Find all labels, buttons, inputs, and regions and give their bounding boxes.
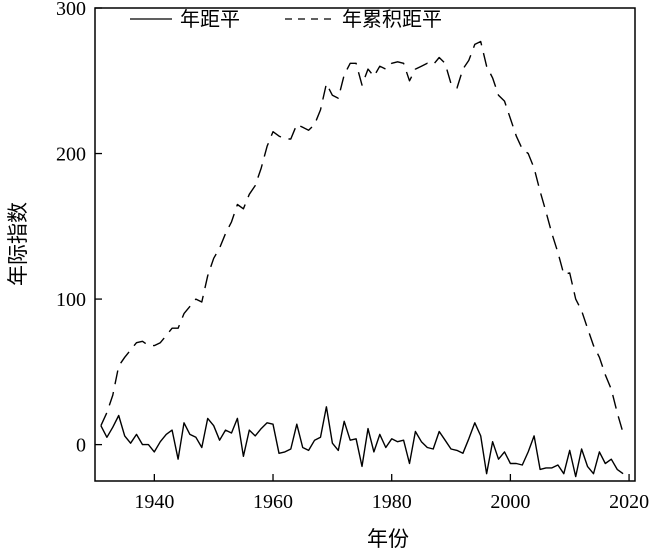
series-line-cumulative-anomaly: [100, 40, 624, 434]
y-tick-label: 200: [56, 144, 86, 166]
x-tick-label: 2020: [609, 491, 649, 513]
y-tick-label: 100: [56, 289, 86, 311]
y-tick-label: 300: [56, 0, 86, 20]
series-layer: [100, 40, 624, 478]
x-tick-label: 2000: [490, 491, 530, 513]
x-axis-title: 年份: [367, 527, 409, 551]
series-line-annual-anomaly: [100, 406, 624, 478]
x-tick-label: 1960: [253, 491, 293, 513]
y-tick-label: 0: [76, 435, 86, 457]
y-axis-title: 年际指数: [6, 202, 30, 286]
legend: 年距平 年累积距平: [130, 7, 442, 31]
legend-label-annual-anomaly: 年距平: [180, 7, 240, 31]
x-tick-label: 1940: [134, 491, 174, 513]
x-tick-label: 1980: [372, 491, 412, 513]
axis-ticks: [95, 7, 630, 481]
plot-area-frame: [94, 7, 636, 482]
tick-labels: 1940 1960 1980 2000 2020 0 100 200 300: [56, 0, 649, 513]
legend-label-cumulative-anomaly: 年累积距平: [342, 7, 442, 31]
